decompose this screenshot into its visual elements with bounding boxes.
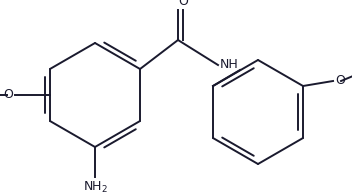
Text: O: O [178, 0, 188, 8]
Text: O: O [3, 89, 13, 102]
Text: NH: NH [220, 59, 239, 71]
Text: NH$_2$: NH$_2$ [82, 180, 107, 192]
Text: O: O [335, 74, 345, 88]
